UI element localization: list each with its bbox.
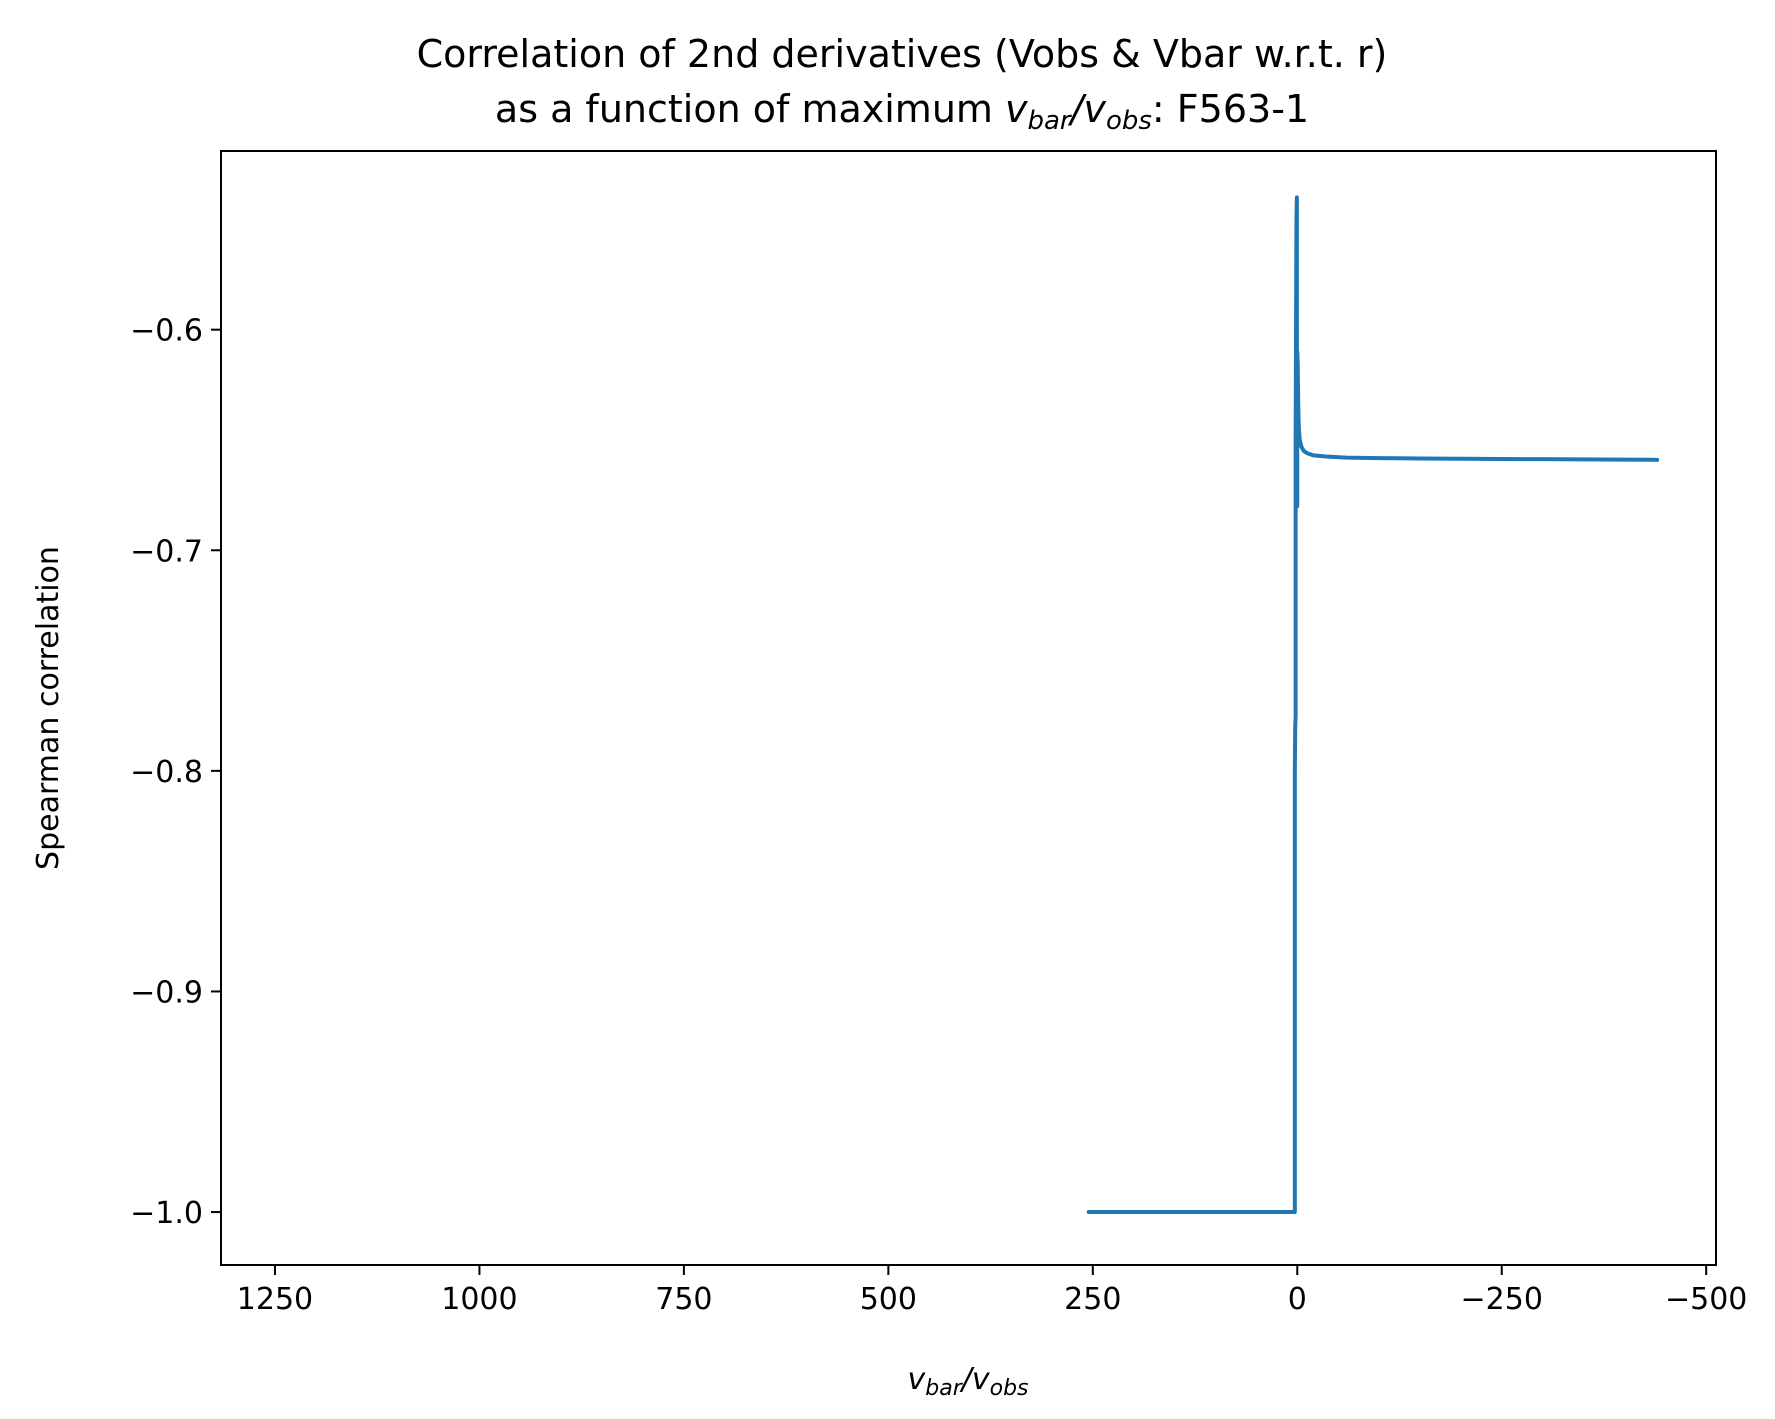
title-var1: v: [1005, 87, 1028, 131]
y-axis-ticks: −0.6 −0.7 −0.8 −0.9 −1.0: [130, 314, 221, 1231]
title-sub1: bar: [1028, 106, 1073, 136]
y-tick-label: −0.6: [130, 314, 203, 349]
x-tick-label: −250: [1461, 1282, 1543, 1317]
y-tick-label: −0.7: [130, 534, 203, 569]
xlabel-var1: v: [907, 1362, 926, 1397]
xlabel-sub1: bar: [925, 1376, 963, 1401]
plot-frame: [220, 150, 1717, 1266]
y-tick-label: −1.0: [130, 1196, 203, 1231]
chart-title-line1: Correlation of 2nd derivatives (Vobs & V…: [417, 32, 1388, 76]
title-sub2: obs: [1106, 106, 1152, 136]
x-tick-label: 1250: [237, 1282, 313, 1317]
x-axis-label: vbar/vobs: [907, 1362, 1028, 1401]
y-tick-label: −0.8: [130, 755, 203, 790]
xlabel-slash: /: [959, 1362, 975, 1397]
y-tick-label: −0.9: [130, 975, 203, 1010]
x-tick-label: 250: [1064, 1282, 1121, 1317]
xlabel-var2: v: [972, 1362, 991, 1397]
title-suffix: : F563-1: [1152, 87, 1309, 131]
y-axis-label: Spearman correlation: [31, 546, 66, 870]
title-prefix: as a function of maximum: [495, 87, 1005, 131]
x-tick-label: −500: [1665, 1282, 1747, 1317]
x-tick-label: 750: [655, 1282, 712, 1317]
x-tick-label: 500: [860, 1282, 917, 1317]
series-line: [1086, 195, 1660, 1215]
title-var2: v: [1083, 87, 1106, 131]
x-tick-label: 1000: [441, 1282, 517, 1317]
chart-title-line2: as a function of maximum vbar/vobs: F563…: [495, 87, 1309, 136]
x-tick-label: 0: [1288, 1282, 1307, 1317]
title-slash: /: [1068, 87, 1088, 131]
x-axis-ticks: 1250 1000 750 500 250 0 −250 −500: [237, 1265, 1747, 1317]
xlabel-sub2: obs: [990, 1376, 1029, 1401]
